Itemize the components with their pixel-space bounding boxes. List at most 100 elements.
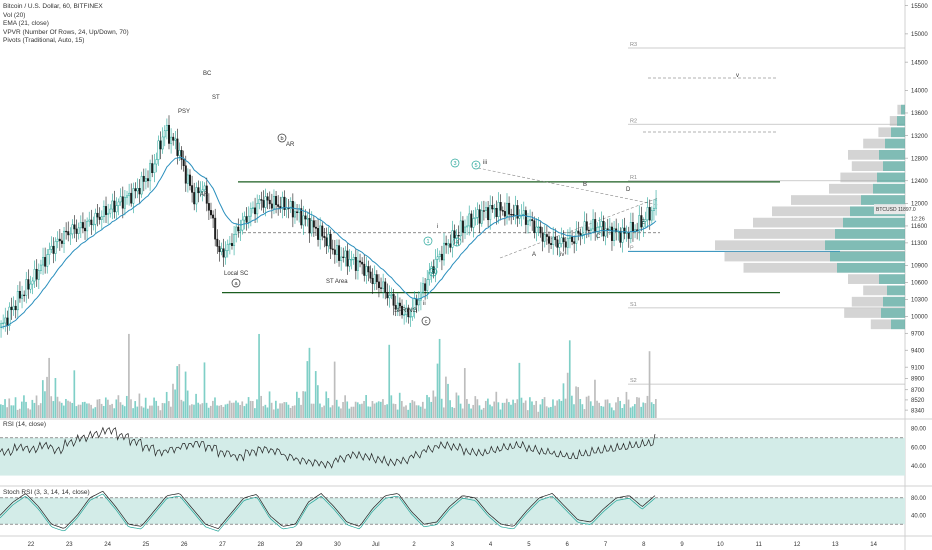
volume-bar [442, 407, 445, 418]
volume-bar [610, 407, 613, 418]
volume-bar [136, 406, 139, 418]
candle-body [392, 294, 395, 306]
vp-bar-down [851, 161, 905, 172]
volume-bar [369, 406, 372, 418]
candle-body [16, 291, 19, 311]
candle-body [123, 196, 126, 209]
volume-bar [468, 403, 470, 418]
volume-bar [333, 361, 336, 418]
candle-body [359, 260, 362, 263]
candle-body [434, 259, 437, 274]
volume-bar [46, 376, 48, 418]
volume-bar [239, 404, 242, 418]
volume-bar [94, 407, 97, 418]
candle-body [560, 237, 563, 244]
volume-bar [634, 404, 636, 418]
circled-label-text: 3 [453, 161, 456, 167]
candle-body [535, 226, 538, 233]
candle-body [300, 208, 303, 226]
candle-body [352, 257, 355, 260]
candle-body [457, 234, 460, 237]
candle-body [522, 210, 525, 215]
candle-body [396, 302, 399, 309]
volume-bar [67, 400, 69, 418]
candle-body [436, 256, 439, 260]
candle-body [178, 150, 181, 156]
candle-body [443, 242, 445, 261]
circled-label [452, 237, 462, 247]
volume-bar [384, 404, 386, 418]
candle-body [545, 234, 548, 237]
candle-body [226, 244, 229, 251]
candle-body [100, 216, 103, 220]
candle-body [329, 233, 332, 250]
volume-bar [130, 399, 132, 418]
volume-bar [69, 401, 71, 418]
volume-bar [600, 405, 603, 418]
volume-bar [140, 406, 143, 418]
x-tick-label: 2 [412, 542, 416, 548]
candle-body [390, 294, 393, 296]
candle-body [279, 206, 282, 209]
volume-bar [121, 404, 124, 418]
volume-bar [302, 391, 304, 418]
volume-bar [455, 392, 458, 418]
volume-bar [90, 404, 92, 418]
vp-bar-up [887, 285, 905, 296]
candle-body [499, 202, 502, 211]
candle-body [541, 232, 544, 242]
candle-body [29, 283, 32, 290]
price-tick-label: 14000 [911, 89, 928, 95]
candle-body [640, 215, 643, 228]
volume-bar [487, 398, 489, 418]
candle-body [518, 215, 521, 219]
wave-annotation: Local SC [224, 271, 249, 277]
volume-bar [33, 402, 36, 418]
volume-bar [128, 333, 130, 418]
trendline [477, 167, 659, 206]
volume-bar [235, 400, 237, 418]
candle-body [268, 199, 271, 205]
volume-bar [648, 351, 651, 418]
countdown-bg [908, 214, 932, 224]
volume-bar [484, 400, 487, 418]
volume-bar [522, 402, 525, 418]
countdown-text: 12:26 [911, 217, 925, 223]
x-tick-label: 9 [680, 542, 684, 548]
volume-bar [594, 379, 596, 418]
candle-body [60, 240, 63, 244]
volume-bar [268, 391, 271, 418]
candle-body [115, 205, 118, 213]
volume-bar [2, 404, 4, 418]
pivot-label: R3 [630, 42, 637, 48]
candle-body [533, 220, 536, 233]
volume-bar [186, 390, 189, 418]
volume-bar [180, 399, 183, 418]
candle-body [182, 159, 185, 167]
volume-bar [16, 409, 19, 418]
candle-body [65, 230, 68, 233]
vp-bar-down [863, 285, 905, 296]
volume-bar [430, 401, 433, 418]
price-badge-bg [874, 204, 905, 215]
candle-body [510, 213, 513, 216]
candle-body [340, 256, 343, 261]
rsi-line [0, 426, 656, 469]
candle-body [415, 298, 418, 306]
candle-body [646, 207, 649, 221]
candle-body [598, 226, 601, 228]
candle-body [260, 199, 263, 201]
candle-body [199, 191, 202, 194]
wave-annotation: i [437, 224, 438, 230]
candle-body [163, 130, 166, 138]
stoch-tick-label: 80.00 [911, 496, 927, 502]
price-tick-label: 10300 [911, 298, 928, 304]
volume-bar [18, 408, 21, 418]
candle-body [650, 210, 653, 221]
volume-bar [390, 395, 393, 418]
candle-body [176, 138, 179, 156]
x-tick-label: Jul [372, 542, 380, 548]
volume-bar [592, 405, 594, 418]
volume-bar [212, 400, 214, 418]
